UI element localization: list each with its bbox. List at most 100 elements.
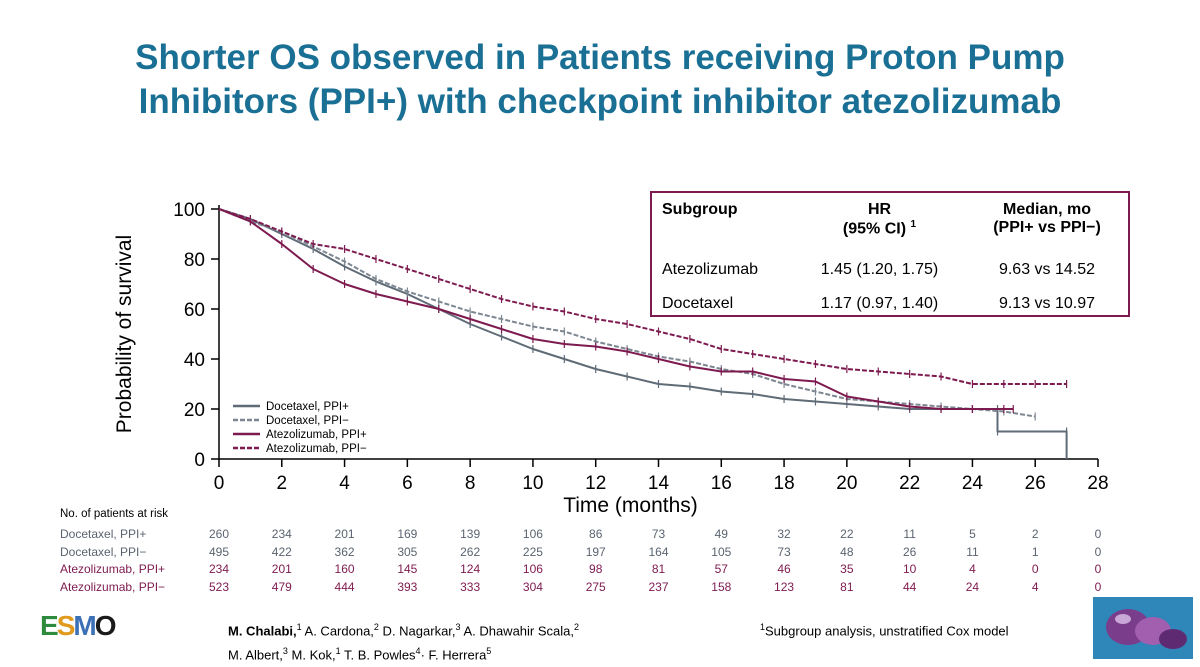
slide-title-line1: Shorter OS observed in Patients receivin… bbox=[135, 38, 1065, 77]
risk-count: 304 bbox=[522, 579, 543, 594]
risk-count: 139 bbox=[460, 527, 481, 541]
risk-count: 0 bbox=[1094, 562, 1102, 576]
author-name: M. Chalabi, bbox=[228, 623, 297, 639]
x-tick-label: 8 bbox=[465, 473, 476, 494]
chart-legend: Docetaxel, PPI+ Docetaxel, PPI− Atezolizum… bbox=[233, 401, 367, 455]
risk-row-label: Atezolizumab, PPI− bbox=[60, 579, 166, 594]
author-affiliation: 5 bbox=[486, 646, 492, 657]
risk-count: 479 bbox=[271, 579, 292, 594]
risk-count: 22 bbox=[840, 527, 854, 541]
risk-count: 262 bbox=[460, 544, 481, 559]
x-tick-label: 24 bbox=[962, 473, 984, 494]
decorative-molecule-image bbox=[1093, 597, 1193, 659]
risk-count: 105 bbox=[711, 544, 732, 559]
risk-count: 237 bbox=[648, 579, 669, 594]
risk-count: 393 bbox=[397, 579, 418, 594]
x-tick-label: 6 bbox=[402, 473, 413, 494]
risk-count: 305 bbox=[397, 544, 418, 559]
slide-title-line2: Inhibitors (PPI+) with checkpoint inhibi… bbox=[138, 82, 1062, 121]
x-tick-label: 10 bbox=[522, 473, 543, 494]
risk-count: 145 bbox=[397, 562, 418, 576]
risk-count: 46 bbox=[777, 562, 791, 576]
x-axis-label: Time (months) bbox=[563, 494, 698, 517]
x-tick-label: 22 bbox=[899, 473, 920, 494]
risk-count: 32 bbox=[777, 527, 791, 541]
risk-row-label: Docetaxel, PPI+ bbox=[60, 527, 147, 541]
author-name: A. Dhawahir Scala, bbox=[460, 623, 574, 639]
author-list: M. Chalabi,1 A. Cardona,2 D. Nagarkar,3 … bbox=[228, 617, 579, 666]
hr-cell-hr: 1.17 (0.97, 1.40) bbox=[820, 295, 939, 312]
author-affiliation: 2 bbox=[574, 622, 580, 632]
hr-cell-subgroup: Docetaxel bbox=[662, 295, 734, 312]
hr-header-hr: HR (95% CI) 1 bbox=[792, 201, 967, 253]
series-atezolizumab-ppi- bbox=[218, 208, 1014, 413]
author-affiliation: 4 bbox=[415, 646, 421, 657]
risk-count: 0 bbox=[1094, 544, 1102, 559]
survival-curve bbox=[218, 208, 1067, 385]
risk-count: 201 bbox=[334, 527, 355, 541]
y-tick-label: 100 bbox=[173, 200, 205, 221]
risk-row: Atezolizumab, PPI− 523 479 444 393 333 304 275 2… bbox=[0, 580, 1200, 598]
footnote: 1Subgroup analysis, unstratified Cox mod… bbox=[760, 622, 1009, 638]
risk-count: 123 bbox=[774, 579, 795, 594]
risk-count: 106 bbox=[522, 527, 543, 541]
slide-title: Shorter OS observed in Patients receivin… bbox=[0, 36, 1200, 124]
y-tick-label: 20 bbox=[184, 400, 205, 421]
x-tick-label: 16 bbox=[711, 473, 732, 494]
risk-count: 0 bbox=[1094, 527, 1102, 541]
risk-row: Docetaxel, PPI− 495 422 362 305 262 225 197 164 1… bbox=[0, 545, 1200, 563]
x-tick-label: 26 bbox=[1025, 473, 1046, 494]
risk-count: 158 bbox=[711, 579, 732, 594]
risk-table-title: No. of patients at risk bbox=[60, 508, 169, 520]
x-tick-label: 12 bbox=[585, 473, 606, 494]
risk-count: 260 bbox=[208, 527, 230, 541]
risk-count: 225 bbox=[522, 544, 543, 559]
series-atezolizumab-ppi- bbox=[218, 208, 1068, 388]
hr-header-subgroup: Subgroup bbox=[662, 201, 738, 218]
x-tick-label: 18 bbox=[774, 473, 795, 494]
risk-row: Docetaxel, PPI+ 260 234 201 169 139 106 86 73 49 3… bbox=[0, 527, 1200, 545]
author-name: T. B. Powles bbox=[340, 647, 416, 663]
risk-count: 124 bbox=[460, 562, 481, 576]
risk-count: 333 bbox=[460, 579, 481, 594]
y-tick-label: 80 bbox=[184, 250, 205, 271]
risk-row-label: Atezolizumab, PPI+ bbox=[60, 562, 166, 576]
risk-count: 73 bbox=[777, 544, 791, 559]
risk-count: 4 bbox=[969, 562, 976, 576]
risk-count: 234 bbox=[208, 562, 230, 576]
author-line-1: M. Chalabi,1 A. Cardona,2 D. Nagarkar,3 … bbox=[228, 617, 579, 641]
risk-count: 523 bbox=[208, 579, 230, 594]
risk-count: 73 bbox=[651, 527, 666, 541]
author-affiliation: 3 bbox=[455, 622, 461, 632]
x-tick-label: 4 bbox=[339, 473, 350, 494]
risk-count: 495 bbox=[208, 544, 230, 559]
risk-count: 81 bbox=[840, 579, 854, 594]
author-name: D. Nagarkar, bbox=[378, 623, 456, 639]
risk-count: 11 bbox=[966, 544, 979, 559]
risk-row-label: Docetaxel, PPI− bbox=[60, 544, 147, 559]
risk-count: 1 bbox=[1031, 544, 1039, 559]
risk-count: 24 bbox=[965, 579, 980, 594]
hr-header-hr-line2: (95% CI) bbox=[842, 220, 907, 238]
survival-curve bbox=[218, 208, 1036, 418]
y-tick-label: 60 bbox=[184, 300, 205, 321]
esmo-logo: ESMO bbox=[40, 610, 116, 641]
risk-count: 197 bbox=[585, 544, 606, 559]
hr-header-sup: 1 bbox=[910, 219, 917, 230]
hr-header-hr-line1: HR bbox=[867, 201, 892, 218]
risk-count: 11 bbox=[903, 527, 916, 541]
legend-label: Docetaxel, PPI+ bbox=[266, 401, 349, 413]
risk-count: 444 bbox=[334, 579, 355, 594]
legend-label: Atezolizumab, PPI− bbox=[266, 443, 367, 455]
hr-header-median-line2: (PPI+ vs PPI−) bbox=[993, 219, 1101, 236]
hr-row: Docetaxel 1.17 (0.97, 1.40) 9.13 vs 10.9… bbox=[662, 287, 1127, 321]
x-tick-label: 28 bbox=[1087, 473, 1108, 494]
risk-count: 2 bbox=[1031, 527, 1039, 541]
risk-count: 4 bbox=[1031, 579, 1039, 594]
risk-count: 0 bbox=[1094, 579, 1102, 594]
risk-count: 169 bbox=[397, 527, 418, 541]
legend-label: Atezolizumab, PPI+ bbox=[266, 429, 367, 441]
author-affiliation: 1 bbox=[296, 622, 302, 632]
hr-header-median-line1: Median, mo bbox=[1002, 201, 1091, 218]
